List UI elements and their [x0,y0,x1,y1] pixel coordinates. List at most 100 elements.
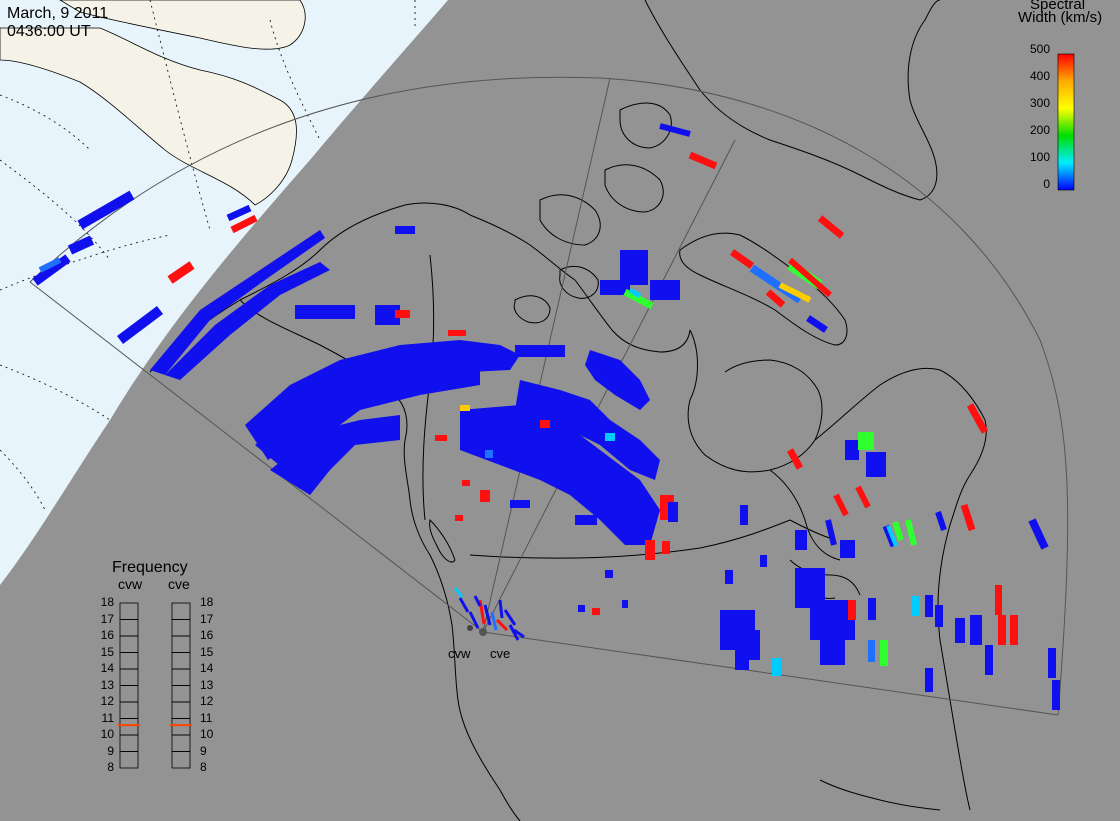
radar-echoes [32,123,1060,710]
radar-echo-cell [540,420,550,428]
colorbar-tick: 200 [1029,123,1050,137]
radar-echo-cell [473,595,482,607]
radar-echo-cell [688,151,718,170]
radar-echo-cell [935,605,943,627]
radar-echo-cell [270,415,400,495]
frequency-scale-cell [171,602,191,620]
radar-echo-cell [935,511,947,531]
radar-echo-cell [395,310,410,318]
frequency-scale-cell [171,652,191,670]
colorbar-title-line2: Width (km/s) [1018,9,1103,26]
frequency-scale-cell [171,685,191,703]
frequency-radar-label-cve: cve [168,576,190,592]
frequency-scale-right-tick: 15 [200,644,214,659]
frequency-scale-left-tick: 17 [100,611,114,626]
frequency-scale-left-tick: 16 [100,628,114,642]
frequency-scale-cell [119,701,139,719]
radar-echo-cell [725,570,733,584]
frequency-scale-cell [171,701,191,719]
radar-echo-cell [840,540,855,558]
radar-echo-cell [912,596,920,616]
radar-echo-cell [578,605,585,612]
coastlines [149,0,987,821]
radar-echo-cell [795,530,807,550]
radar-echo-cell [760,555,767,567]
radar-echo-cell [458,597,470,613]
frequency-scale-right-tick: 10 [200,727,214,741]
radar-echo-cell [645,540,655,560]
radar-echo-cell [230,214,258,234]
frequency-scale-cell [119,652,139,670]
radar-echo-cell [375,305,400,325]
radar-echo-cell [848,600,856,620]
radar-echo-cell [515,345,565,357]
colorbar-tick: 0 [1043,177,1050,191]
colorbar-tick: 100 [1029,150,1050,164]
radar-echo-cell [925,595,933,617]
frequency-scale-left-tick: 10 [100,727,114,741]
radar-echo-cell [1052,680,1060,710]
radar-echo-cell [592,608,600,615]
radar-echo-cell [740,505,748,525]
radar-echo-cell [820,635,845,665]
frequency-scale-left-tick: 15 [100,644,114,659]
radar-echo-cell [650,280,680,300]
radar-echo-cell [778,282,812,303]
radar-echo-cell [772,658,781,676]
frequency-scale-cell [171,619,191,637]
radar-echo-cell [460,405,470,411]
radar-echo-cell [503,609,517,626]
frequency-scale-left-tick: 13 [100,677,114,692]
radar-echo-cell [886,525,898,547]
daylight-landmass [0,27,297,206]
radar-site-label-cve: cve [490,646,511,661]
radar-echo-cell [925,668,933,692]
radar-echo-cell [623,288,654,310]
frequency-scale-cell [171,718,191,736]
radar-echo-cell [483,604,492,626]
radar-echo-cell [855,485,871,509]
radar-echo-cell [77,190,135,230]
radar-echo-cell [995,585,1002,615]
radar-echo-cell [67,235,95,255]
radar-echo-cell [515,380,660,480]
radar-echo-cell [575,515,597,525]
radar-site-marker [467,625,473,631]
frequency-scale-right-tick: 14 [200,661,214,675]
radar-echo-cell [749,264,803,304]
radar-echo-cell [845,440,859,460]
radar-echo-cell [435,435,447,441]
frequency-scale-cell [171,668,191,686]
radar-echo-cell [765,289,786,308]
radar-echo-cell [560,480,578,490]
radar-echo-cell [480,490,490,502]
radar-echo-cell [117,306,163,344]
radar-echo-cell [448,330,466,336]
radar-echo-cell [295,305,355,319]
radar-echo-cell [905,519,917,546]
daylight-region [0,0,448,585]
radar-echo-cell [513,628,525,639]
radar-echo-cell [510,500,530,508]
radar-echo-cell [735,650,749,670]
radar-echo-cell [786,448,804,470]
frequency-scale-cell [119,751,139,769]
date-label: March, 9 2011 [7,5,109,22]
frequency-scale-right-tick: 12 [200,694,214,708]
frequency-scale-cell [119,602,139,620]
frequency-scale-cell [119,635,139,653]
radar-echo-cell [788,257,832,298]
radar-echo-cell [806,315,828,333]
colorbar-tick: 400 [1029,69,1050,83]
radar-echo-cell [970,615,982,645]
radar-echo-cell [395,226,415,234]
time-label: 0436:00 UT [7,23,91,40]
radar-echo-cell [817,215,845,239]
radar-echo-cell [998,615,1006,645]
frequency-scale-right-tick: 13 [200,677,214,692]
colorbar-tick: 300 [1029,96,1050,110]
radar-site-label-cvw: cvw [448,646,471,661]
frequency-scale-cell [119,718,139,736]
